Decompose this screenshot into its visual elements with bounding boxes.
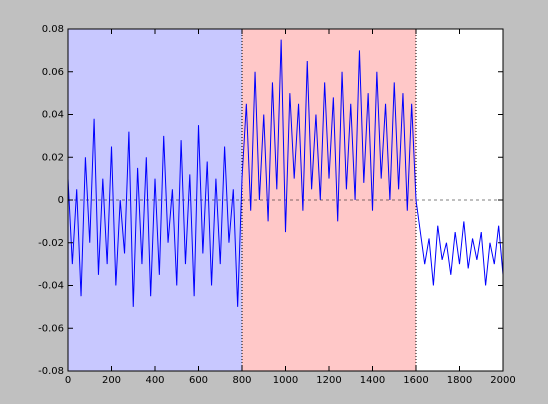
data-line xyxy=(67,39,504,307)
x-tick-label: 2000 xyxy=(490,375,515,386)
x-tick-label: 400 xyxy=(145,375,164,386)
x-tick-label: 0 xyxy=(65,375,71,386)
y-tick-label: -0.08 xyxy=(38,366,64,377)
x-tick-label: 800 xyxy=(232,375,251,386)
y-tick-label: -0.04 xyxy=(38,281,64,292)
x-tick-label: 1400 xyxy=(360,375,385,386)
y-tick-label: -0.06 xyxy=(38,323,64,334)
y-tick-label: 0.02 xyxy=(42,152,64,163)
x-tick-label: 1600 xyxy=(403,375,428,386)
x-tick-label: 1200 xyxy=(316,375,341,386)
y-tick-label: 0.06 xyxy=(42,67,64,78)
y-tick-label: 0 xyxy=(58,195,64,206)
y-tick-label: -0.02 xyxy=(38,238,64,249)
x-tick-label: 600 xyxy=(189,375,208,386)
x-tick-label: 200 xyxy=(102,375,121,386)
y-tick-label: 0.08 xyxy=(42,24,64,35)
y-tick-label: 0.04 xyxy=(42,110,64,121)
x-tick-label: 1000 xyxy=(273,375,298,386)
x-tick-label: 1800 xyxy=(447,375,472,386)
